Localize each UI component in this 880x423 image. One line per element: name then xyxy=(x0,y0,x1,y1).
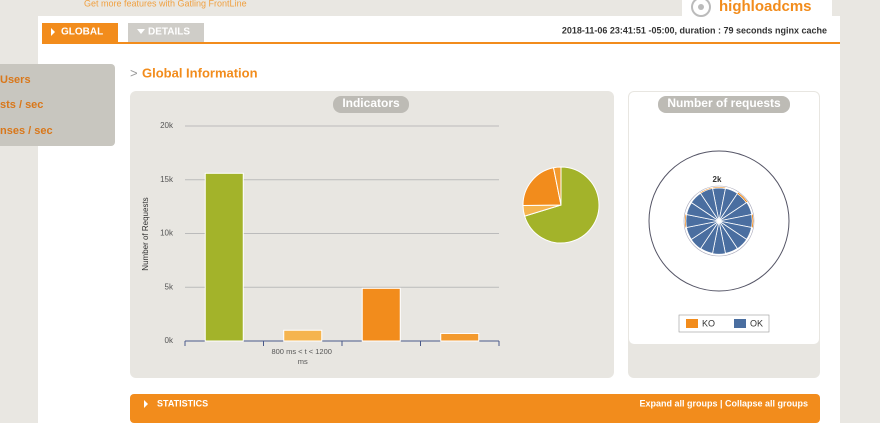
logo: highloadcms xyxy=(719,0,812,15)
legend-swatch xyxy=(734,319,746,328)
pie-slice xyxy=(552,166,562,206)
y-tick-label: 20k xyxy=(160,121,174,130)
tab-arrow xyxy=(51,28,55,36)
sidebar-item[interactable]: sts / sec xyxy=(0,99,43,111)
y-tick-label: 0k xyxy=(165,336,174,345)
tab-arrow xyxy=(137,29,145,34)
tab-label[interactable]: GLOBAL xyxy=(61,27,103,38)
legend-swatch xyxy=(686,319,698,328)
y-tick-label: 15k xyxy=(160,175,174,184)
bar xyxy=(361,287,401,342)
spoke-ko xyxy=(684,213,687,229)
statistics-title[interactable]: STATISTICS xyxy=(157,398,208,408)
y-tick-label: 2k xyxy=(713,175,722,184)
top-strip xyxy=(0,0,880,16)
chart-title: Indicators xyxy=(342,96,400,110)
y-tick-label: 5k xyxy=(165,282,174,291)
logo-icon xyxy=(691,0,711,17)
sidebar-item[interactable]: Users xyxy=(0,74,31,86)
bar xyxy=(204,172,244,342)
banner[interactable]: Get more features with Gatling FrontLine xyxy=(84,0,247,8)
statistics-arrow xyxy=(144,400,148,408)
y-tick-label: 10k xyxy=(160,229,174,238)
sidebar xyxy=(0,64,115,146)
run-info: 2018-11-06 23:41:51 -05:00, duration : 7… xyxy=(562,25,827,35)
tab-global[interactable] xyxy=(42,23,118,42)
legend-label: KO xyxy=(702,318,715,328)
statistics-actions[interactable]: Expand all groups | Collapse all groups xyxy=(639,398,808,408)
panel-title-pill xyxy=(658,96,790,113)
section-title: Global Information xyxy=(142,65,258,80)
indicators-panel xyxy=(130,91,614,378)
legend-label: OK xyxy=(750,318,763,328)
bar xyxy=(440,332,480,342)
legend-box xyxy=(678,314,770,333)
spoke-ko xyxy=(751,213,754,229)
outer-ring xyxy=(648,150,790,292)
x-tick-label: 800 ms < t < 1200 ms xyxy=(271,347,334,366)
tab-details[interactable] xyxy=(128,23,204,42)
chart-title: Number of requests xyxy=(667,96,781,110)
bar xyxy=(283,329,323,342)
panel-title-pill xyxy=(333,96,409,113)
grid-ring xyxy=(683,185,755,257)
spoke-ko xyxy=(699,187,713,194)
tab-label[interactable]: DETAILS xyxy=(148,27,190,38)
logo-box xyxy=(682,0,832,20)
pie-slice xyxy=(522,167,562,207)
y-axis-label: Number of Requests xyxy=(141,197,150,270)
pie-slice xyxy=(524,166,600,244)
spoke-ko xyxy=(712,186,726,189)
tab-underline xyxy=(42,42,840,44)
sidebar-item[interactable]: nses / sec xyxy=(0,125,53,137)
section-chevron: > xyxy=(130,65,138,80)
spoke-ko xyxy=(736,191,749,204)
statistics-bar xyxy=(130,394,820,423)
